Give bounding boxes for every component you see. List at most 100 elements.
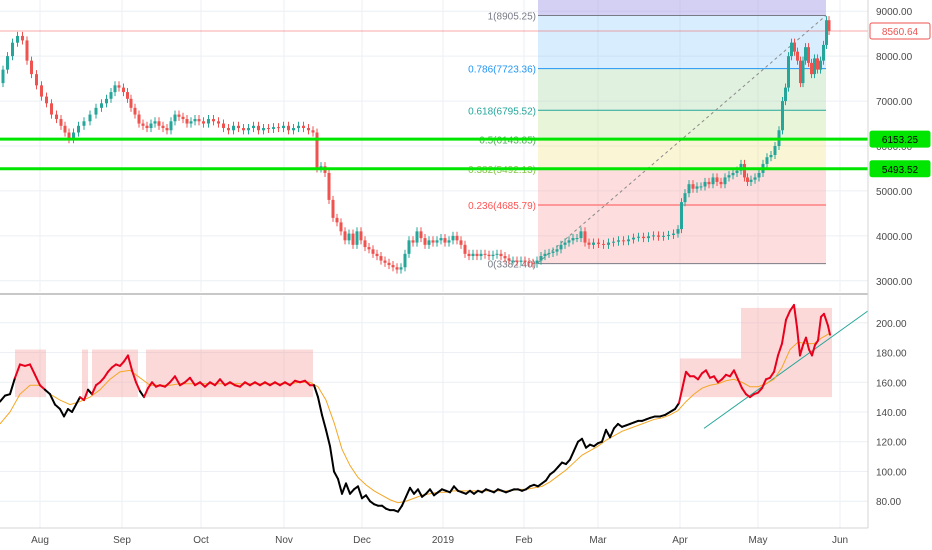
candle-body [45, 96, 48, 104]
candle-body [145, 125, 149, 129]
candle-body [157, 121, 161, 126]
indicator-pane[interactable] [0, 296, 869, 528]
candle-body [451, 235, 455, 241]
candle-body [1, 69, 5, 84]
candle-body [181, 116, 185, 120]
indicator-line-segment [147, 381, 153, 390]
candle-body [277, 127, 280, 129]
indicator-line-segment [189, 376, 196, 387]
candle-body [707, 181, 711, 185]
candle-body [67, 132, 71, 140]
time-tick-label: Mar [589, 535, 607, 546]
fib-level-label: 0.382(5492.13) [468, 165, 536, 176]
indicator-line-segment [713, 375, 719, 384]
indicator-axis[interactable]: 80.00 100.00 120.00 140.00 160.00 180.00 200.0… [876, 319, 907, 508]
candle-body [419, 231, 423, 239]
candle-body [232, 125, 235, 131]
candle-body [343, 231, 347, 241]
price-tick-label: 7000.00 [876, 97, 913, 108]
candle-body [315, 132, 319, 169]
indicator-line-segment [705, 369, 711, 379]
highlight-zone[interactable] [15, 349, 46, 398]
indicator-line-segment [135, 381, 141, 393]
candle-body [6, 56, 9, 70]
indicator-line-segment [54, 403, 61, 411]
candle-body [25, 40, 29, 61]
candle-body [491, 254, 495, 257]
candle-body [375, 253, 379, 257]
candle-body [810, 62, 813, 75]
candle-body [287, 125, 290, 131]
indicator-line-segment [325, 428, 331, 448]
indicator-line-segment [449, 485, 455, 494]
candle-body [153, 121, 157, 124]
indicator-line-segment [733, 369, 739, 381]
candle-body [407, 240, 411, 254]
price-axis[interactable]: 3000.004000.005000.006000.007000.008000.… [867, 0, 932, 550]
indicator-line-segment [793, 303, 798, 329]
candle-body [439, 238, 443, 241]
candle-body [551, 251, 555, 253]
indicator-line-segment [289, 379, 296, 387]
candle-body [185, 119, 189, 124]
candle-body [463, 244, 467, 254]
candle-body [161, 125, 165, 129]
indicator-line-segment [59, 408, 65, 418]
indicator-tick-label: 120.00 [876, 438, 907, 449]
candle-body [311, 130, 315, 133]
indicator-tick-label: 160.00 [876, 378, 907, 389]
candle-body [825, 20, 828, 45]
indicator-line-segment [761, 378, 767, 390]
indicator-line-segment [127, 354, 133, 372]
candle-body [632, 237, 635, 240]
indicator-line-segment [164, 381, 171, 388]
candle-body [272, 127, 275, 129]
candle-body [807, 47, 810, 63]
candle-body [511, 260, 515, 262]
highlight-zone[interactable] [82, 349, 88, 398]
indicator-line-segment [737, 378, 743, 390]
candle-body [471, 253, 475, 257]
indicator-line-segment [91, 384, 97, 396]
candle-body [567, 240, 571, 243]
candle-body [647, 236, 650, 239]
price-pane[interactable]: 1(8905.25) 0.786(7723.36) 0.618(6795.52) 0.… [0, 0, 932, 295]
candle-body [431, 240, 435, 243]
candle-body [207, 119, 210, 124]
indicator-line-segment [321, 413, 327, 431]
price-tick-label: 5000.00 [876, 187, 913, 198]
candle-body [801, 60, 805, 84]
candle-body [602, 243, 605, 245]
candle-body [435, 240, 439, 243]
candle-body [355, 231, 359, 245]
candle-body [169, 121, 173, 131]
indicator-line-segment [811, 344, 816, 357]
candle-body [267, 128, 270, 130]
indicator-line-segment [313, 384, 319, 399]
candle-body [391, 265, 395, 268]
candle-body [217, 121, 220, 124]
candle-body [563, 242, 567, 245]
indicator-line-segment [823, 312, 829, 327]
indicator-line-segment [333, 470, 339, 480]
indicator-line-segment [131, 369, 137, 384]
candle-body [527, 261, 531, 263]
candle-body [813, 58, 816, 75]
candle-body [423, 238, 427, 245]
indicator-line-segment [799, 344, 804, 357]
candle-body [499, 253, 503, 257]
candle-body [117, 85, 121, 88]
candle-body [711, 177, 715, 185]
candle-body [113, 85, 117, 93]
candle-body [587, 242, 591, 245]
candle-body [622, 240, 625, 242]
highlight-zone[interactable] [92, 349, 138, 398]
highlight-zone[interactable] [146, 349, 313, 398]
indicator-line-segment [817, 315, 822, 342]
indicator-line-segment [169, 375, 176, 384]
price-tick-label: 8000.00 [876, 52, 913, 63]
time-tick-label: Oct [193, 535, 209, 546]
indicator-line-segment [601, 428, 607, 443]
time-axis[interactable]: Aug Sep Oct Nov Dec 2019 Feb Mar Apr May Jun [0, 527, 932, 550]
indicator-trend-line[interactable] [703, 310, 869, 429]
